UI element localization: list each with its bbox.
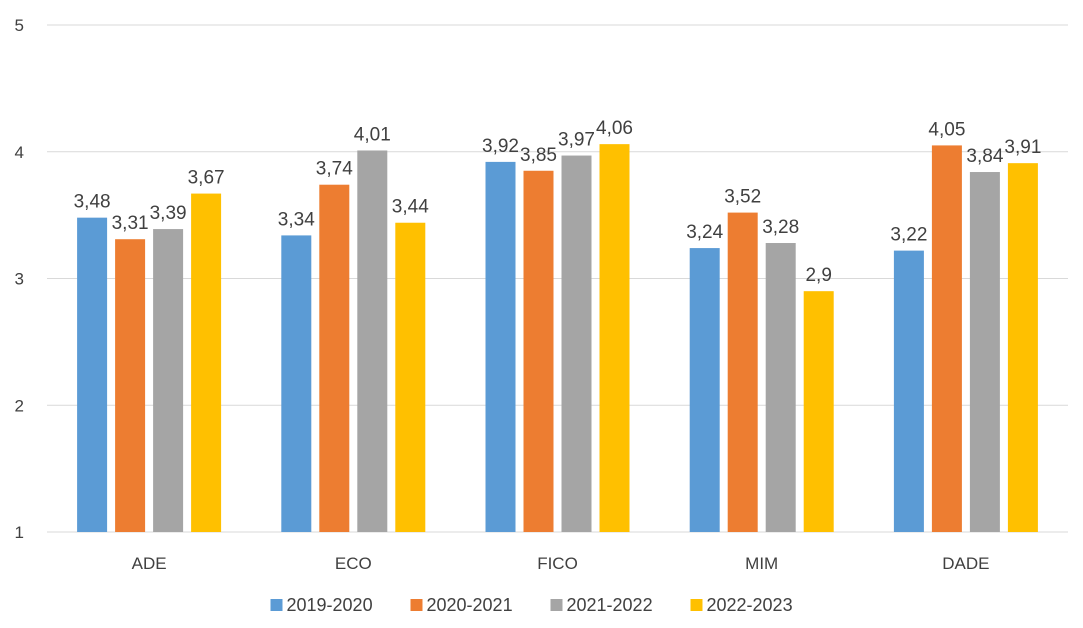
y-tick-label: 4 (15, 143, 24, 162)
data-label: 3,44 (392, 197, 429, 218)
bar-dade-2019-2020 (893, 250, 924, 533)
legend-item-2019-2020: 2019-2020 (270, 595, 373, 615)
data-label: 3,39 (150, 203, 187, 224)
legend-label: 2019-2020 (287, 595, 373, 615)
bar-mim-2020-2021 (727, 212, 758, 532)
bar-fico-2022-2023 (599, 144, 630, 532)
data-label: 3,28 (762, 217, 799, 238)
y-tick-label: 3 (15, 270, 24, 289)
y-tick-label: 1 (15, 523, 24, 542)
x-category-label: ECO (335, 554, 372, 573)
data-label: 3,22 (890, 225, 927, 246)
legend-swatch (690, 599, 703, 611)
bar-ade-2020-2021 (115, 239, 146, 532)
legend-item-2022-2023: 2022-2023 (690, 595, 793, 615)
bar-mim-2022-2023 (803, 291, 834, 532)
data-label: 3,92 (482, 136, 519, 157)
y-tick-label: 5 (15, 16, 24, 35)
bars (77, 144, 1038, 533)
data-label: 4,01 (354, 124, 391, 145)
data-label: 3,84 (966, 146, 1003, 167)
bar-eco-2022-2023 (395, 222, 426, 533)
data-label: 3,74 (316, 159, 353, 180)
data-label: 3,67 (188, 168, 225, 189)
y-tick-label: 2 (15, 396, 24, 415)
bar-mim-2021-2022 (765, 243, 796, 532)
data-label: 3,24 (686, 222, 723, 243)
bar-ade-2019-2020 (77, 217, 108, 532)
bar-dade-2022-2023 (1007, 163, 1038, 532)
bar-ade-2021-2022 (153, 229, 184, 532)
bar-mim-2019-2020 (689, 248, 720, 532)
x-axis-category-labels: ADE ECO FICO MIM DADE (132, 554, 990, 573)
legend-label: 2021-2022 (567, 595, 653, 615)
legend: 2019-2020 2020-2021 2021-2022 2022-2023 (270, 595, 793, 615)
data-label: 3,91 (1004, 137, 1041, 158)
bar-fico-2019-2020 (485, 161, 516, 532)
legend-swatch (410, 599, 423, 611)
data-label: 3,52 (724, 187, 761, 208)
legend-swatch (550, 599, 563, 611)
legend-label: 2022-2023 (707, 595, 793, 615)
bar-fico-2021-2022 (561, 155, 592, 533)
bar-dade-2021-2022 (969, 172, 1000, 532)
bar-eco-2019-2020 (281, 235, 312, 532)
data-label: 4,06 (596, 118, 633, 139)
data-label: 3,34 (278, 209, 315, 230)
bar-eco-2020-2021 (319, 184, 350, 532)
x-category-label: DADE (942, 554, 989, 573)
x-category-label: FICO (537, 554, 578, 573)
data-label: 3,97 (558, 130, 595, 151)
legend-swatch (270, 599, 283, 611)
data-label: 4,05 (928, 119, 965, 140)
data-label: 2,9 (805, 265, 831, 286)
data-label: 3,48 (74, 192, 111, 213)
data-labels: 3,483,31 3,393,67 3,34 3,744,01 3,44 3,92 3,85… (74, 118, 1042, 286)
x-category-label: MIM (745, 554, 778, 573)
x-category-label: ADE (132, 554, 167, 573)
bar-ade-2022-2023 (191, 193, 222, 532)
data-label: 3,85 (520, 145, 557, 166)
bar-fico-2020-2021 (523, 170, 554, 532)
data-label: 3,31 (112, 213, 149, 234)
y-axis-tick-labels: 1 2 3 4 5 (15, 16, 24, 542)
bar-eco-2021-2022 (357, 150, 388, 533)
bar-dade-2020-2021 (931, 145, 962, 532)
legend-item-2020-2021: 2020-2021 (410, 595, 513, 615)
legend-label: 2020-2021 (427, 595, 513, 615)
legend-item-2021-2022: 2021-2022 (550, 595, 653, 615)
